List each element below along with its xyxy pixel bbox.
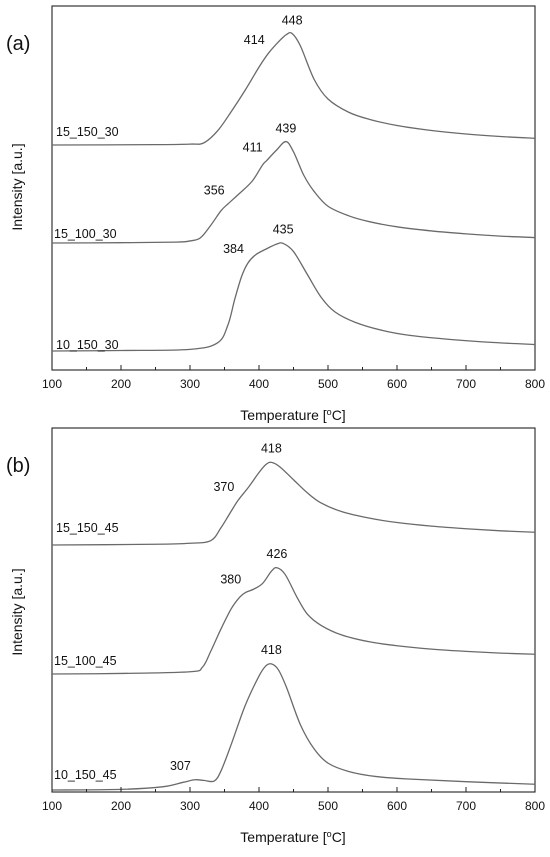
- peak-label: 426: [267, 547, 288, 561]
- panel-a-x-axis-title: Temperature [oC]: [240, 407, 345, 423]
- peak-label: 384: [223, 242, 244, 256]
- panel-b-y-axis-title: Intensity [a.u.]: [9, 568, 25, 655]
- series-line-15_100_30: [51, 140, 536, 244]
- series-label-15_100_30: 15_100_30: [54, 227, 117, 241]
- x-tick-label: 700: [456, 799, 476, 813]
- x-tick-label: 200: [111, 377, 131, 391]
- x-tick-label: 100: [42, 377, 62, 391]
- series-line-15_150_45: [51, 461, 536, 546]
- peak-label: 439: [275, 122, 296, 136]
- peak-label: 414: [244, 33, 265, 47]
- panel-label-b: (b): [6, 455, 30, 477]
- panel-b-plot: 15_150_45 370 418 15_100_45 380 426 10_150_45 3…: [51, 427, 536, 793]
- x-tick-label: 500: [318, 799, 338, 813]
- series-line-10_150_45: [51, 663, 536, 791]
- peak-label: 418: [261, 441, 282, 455]
- series-label-15_100_45: 15_100_45: [54, 654, 117, 668]
- x-tick-label: 300: [180, 799, 200, 813]
- x-tick-label: 300: [180, 377, 200, 391]
- plot-frame: [51, 5, 536, 371]
- series-label-10_150_30: 10_150_30: [56, 338, 119, 352]
- series-line-15_150_30: [51, 31, 536, 146]
- peak-label: 380: [220, 573, 241, 587]
- panel-b-x-ticks: 100 200 300 400 500 600 700 800: [42, 787, 545, 813]
- x-tick-label: 600: [387, 799, 407, 813]
- peak-label: 307: [170, 759, 191, 773]
- x-tick-label: 200: [111, 799, 131, 813]
- series-line-15_100_45: [51, 567, 536, 675]
- x-tick-label: 800: [525, 377, 545, 391]
- series-label-10_150_45: 10_150_45: [54, 768, 117, 782]
- x-tick-label: 500: [318, 377, 338, 391]
- panel-b: (b) 15_150_45 370 418 15_100_45 380 426 10_150…: [6, 427, 545, 845]
- panel-a-x-ticks: 100 200 300 400 500 600 700 800: [42, 365, 545, 391]
- peak-label: 435: [273, 222, 294, 236]
- peak-label: 370: [213, 480, 234, 494]
- peak-label: 411: [243, 141, 263, 155]
- series-label-15_150_45: 15_150_45: [56, 521, 119, 535]
- panel-b-x-axis-title: Temperature [oC]: [240, 829, 345, 845]
- x-tick-label: 600: [387, 377, 407, 391]
- plot-frame: [51, 427, 536, 793]
- x-tick-label: 700: [456, 377, 476, 391]
- x-tick-label: 400: [249, 377, 269, 391]
- x-tick-label: 800: [525, 799, 545, 813]
- panel-label-a: (a): [6, 33, 30, 55]
- peak-label: 448: [282, 13, 303, 27]
- series-line-10_150_30: [51, 242, 536, 352]
- x-tick-label: 100: [42, 799, 62, 813]
- series-label-15_150_30: 15_150_30: [56, 125, 119, 139]
- x-tick-label: 400: [249, 799, 269, 813]
- panel-a-y-axis-title: Intensity [a.u.]: [9, 143, 25, 230]
- peak-label: 418: [261, 643, 282, 657]
- panel-a-plot: 15_150_30 414 448 15_100_30 356 411 439 10_150_…: [51, 5, 536, 371]
- panel-a: (a) 15_150_30 414 448 15_100_30 356 411 439 10_…: [6, 5, 545, 423]
- peak-label: 356: [204, 183, 225, 197]
